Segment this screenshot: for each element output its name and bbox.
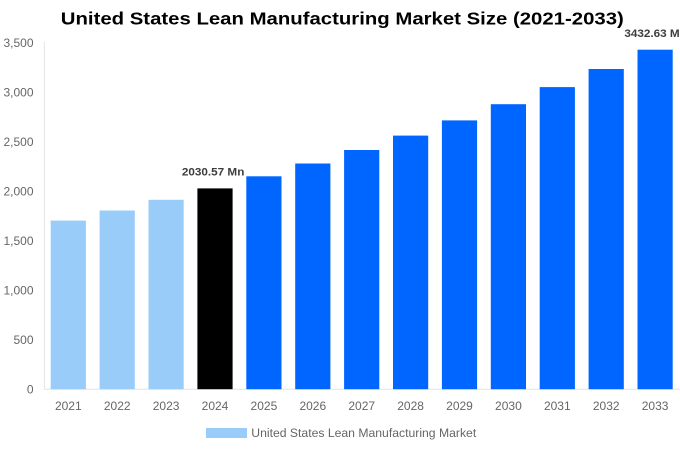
svg-text:United States Lean Manufacturi: United States Lean Manufacturing Market (251, 426, 477, 440)
svg-text:2032: 2032 (593, 399, 620, 413)
svg-text:2029: 2029 (446, 399, 473, 413)
svg-text:2,000: 2,000 (3, 185, 33, 199)
svg-text:2024: 2024 (202, 399, 229, 413)
svg-text:0: 0 (27, 382, 34, 396)
svg-text:2030: 2030 (495, 399, 522, 413)
svg-text:2025: 2025 (251, 399, 278, 413)
svg-text:2021: 2021 (55, 399, 82, 413)
svg-text:3,500: 3,500 (3, 36, 33, 50)
svg-text:2022: 2022 (104, 399, 131, 413)
svg-text:United States Lean Manufacturi: United States Lean Manufacturing Market … (61, 9, 624, 29)
svg-text:2026: 2026 (299, 399, 326, 413)
svg-text:1,000: 1,000 (3, 284, 33, 298)
svg-text:2028: 2028 (397, 399, 424, 413)
svg-text:500: 500 (13, 333, 33, 347)
svg-text:3432.63 Mn: 3432.63 Mn (624, 28, 680, 40)
svg-text:2033: 2033 (642, 399, 669, 413)
svg-text:2,500: 2,500 (3, 135, 33, 149)
svg-text:3,000: 3,000 (3, 86, 33, 100)
svg-text:2030.57 Mn: 2030.57 Mn (182, 167, 245, 179)
svg-text:2031: 2031 (544, 399, 571, 413)
svg-text:2027: 2027 (348, 399, 375, 413)
svg-text:1,500: 1,500 (3, 234, 33, 248)
svg-text:2023: 2023 (153, 399, 180, 413)
